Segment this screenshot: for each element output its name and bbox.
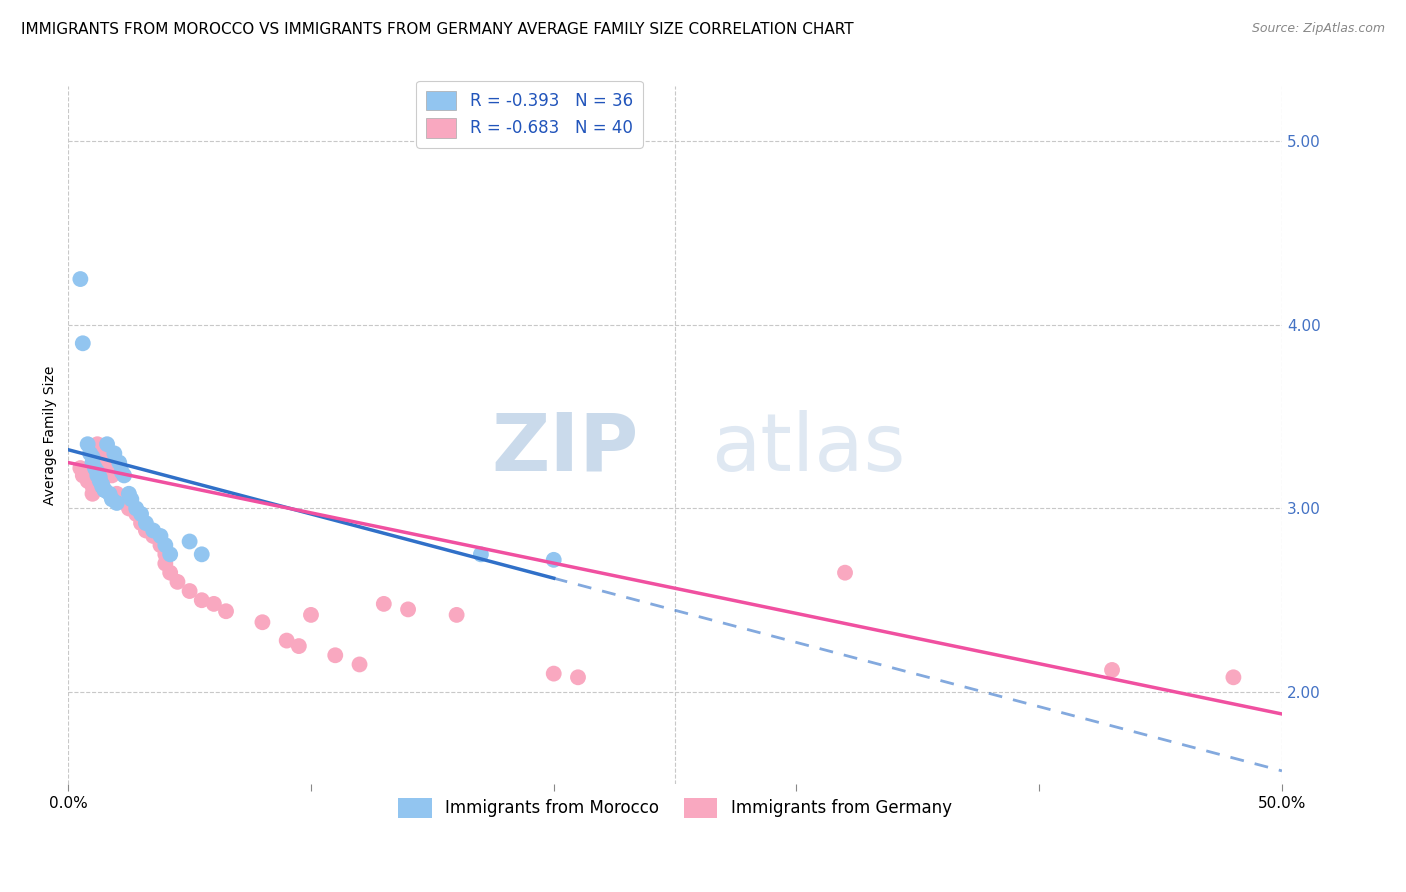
Point	[567, 670, 589, 684]
Point	[118, 487, 141, 501]
Point	[89, 470, 111, 484]
Point	[1222, 670, 1244, 684]
Point	[215, 604, 238, 618]
Point	[166, 574, 188, 589]
Point	[91, 477, 114, 491]
Point	[96, 465, 118, 479]
Point	[111, 465, 134, 479]
Point	[834, 566, 856, 580]
Text: atlas: atlas	[711, 410, 905, 488]
Point	[120, 492, 142, 507]
Point	[142, 524, 165, 538]
Point	[543, 553, 565, 567]
Point	[105, 496, 128, 510]
Y-axis label: Average Family Size: Average Family Size	[44, 366, 58, 505]
Point	[76, 437, 98, 451]
Text: ZIP: ZIP	[492, 410, 638, 488]
Point	[82, 487, 104, 501]
Point	[129, 507, 152, 521]
Point	[79, 446, 101, 460]
Point	[446, 607, 468, 622]
Point	[179, 534, 201, 549]
Point	[129, 516, 152, 530]
Point	[543, 666, 565, 681]
Point	[125, 501, 148, 516]
Point	[252, 615, 274, 630]
Point	[82, 479, 104, 493]
Point	[101, 492, 124, 507]
Point	[111, 492, 134, 507]
Point	[135, 516, 157, 530]
Point	[82, 450, 104, 464]
Point	[349, 657, 371, 672]
Point	[89, 446, 111, 460]
Point	[112, 468, 135, 483]
Text: IMMIGRANTS FROM MOROCCO VS IMMIGRANTS FROM GERMANY AVERAGE FAMILY SIZE CORRELATI: IMMIGRANTS FROM MOROCCO VS IMMIGRANTS FR…	[21, 22, 853, 37]
Point	[105, 487, 128, 501]
Point	[155, 538, 177, 552]
Point	[86, 465, 108, 479]
Point	[142, 529, 165, 543]
Point	[1101, 663, 1123, 677]
Point	[86, 468, 108, 483]
Legend: Immigrants from Morocco, Immigrants from Germany: Immigrants from Morocco, Immigrants from…	[392, 791, 959, 824]
Point	[125, 507, 148, 521]
Point	[149, 538, 172, 552]
Point	[135, 524, 157, 538]
Point	[98, 487, 121, 501]
Point	[76, 474, 98, 488]
Point	[93, 456, 115, 470]
Point	[103, 446, 125, 460]
Point	[149, 529, 172, 543]
Point	[118, 501, 141, 516]
Point	[69, 272, 91, 286]
Point	[89, 474, 111, 488]
Point	[69, 461, 91, 475]
Point	[159, 547, 181, 561]
Point	[470, 547, 492, 561]
Point	[84, 461, 107, 475]
Point	[396, 602, 419, 616]
Point	[202, 597, 225, 611]
Point	[155, 557, 177, 571]
Point	[93, 483, 115, 497]
Point	[101, 468, 124, 483]
Point	[72, 468, 94, 483]
Point	[72, 336, 94, 351]
Point	[299, 607, 322, 622]
Point	[86, 437, 108, 451]
Point	[108, 456, 131, 470]
Point	[373, 597, 395, 611]
Point	[288, 639, 311, 653]
Point	[91, 479, 114, 493]
Point	[179, 584, 201, 599]
Point	[190, 593, 212, 607]
Point	[159, 566, 181, 580]
Text: Source: ZipAtlas.com: Source: ZipAtlas.com	[1251, 22, 1385, 36]
Point	[190, 547, 212, 561]
Point	[96, 437, 118, 451]
Point	[155, 547, 177, 561]
Point	[93, 483, 115, 497]
Point	[323, 648, 346, 663]
Point	[82, 456, 104, 470]
Point	[276, 633, 298, 648]
